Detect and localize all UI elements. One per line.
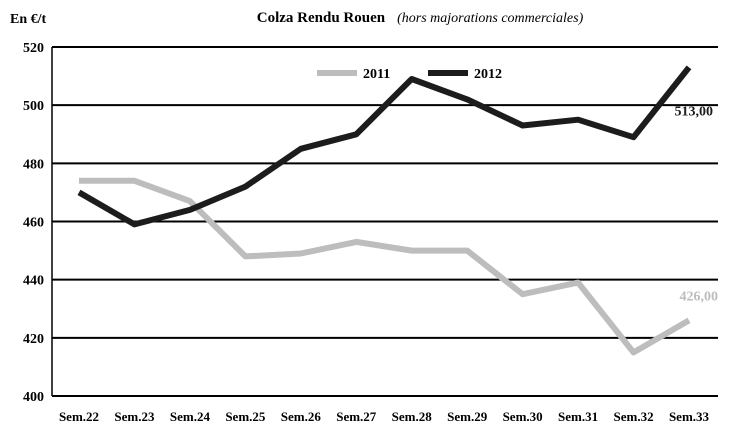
x-tick-label: Sem.27 <box>336 409 377 424</box>
y-tick-label: 440 <box>23 274 44 289</box>
chart-title: Colza Rendu Rouen (hors majorations comm… <box>257 9 584 26</box>
x-tick-label: Sem.23 <box>114 409 155 424</box>
x-tick-label: Sem.25 <box>225 409 266 424</box>
x-tick-label: Sem.33 <box>669 409 710 424</box>
chart-title-main: Colza Rendu Rouen <box>257 10 386 26</box>
y-tick-label: 500 <box>23 99 44 114</box>
y-tick-label: 520 <box>23 41 44 56</box>
x-tick-label: Sem.22 <box>59 409 99 424</box>
series-lines <box>77 65 692 356</box>
x-axis-ticks: Sem.22 Sem.23 Sem.24 Sem.25 Sem.26 Sem.27 Sem.… <box>59 409 710 424</box>
chart-subtitle: (hors majorations commerciales) <box>397 11 583 26</box>
legend-label-2011: 2011 <box>363 67 390 82</box>
x-tick-label: Sem.29 <box>447 409 488 424</box>
legend-label-2012: 2012 <box>474 67 502 82</box>
end-value-label-2011: 426,00 <box>680 289 719 304</box>
x-tick-label: Sem.30 <box>503 409 543 424</box>
x-tick-label: Sem.24 <box>170 409 211 424</box>
end-value-label-2012: 513,00 <box>675 104 714 119</box>
y-tick-label: 400 <box>23 390 44 405</box>
series-line-2012 <box>77 65 692 228</box>
y-tick-label: 460 <box>23 216 44 231</box>
unit-label: En €/t <box>10 12 47 27</box>
x-tick-label: Sem.28 <box>392 409 433 424</box>
y-tick-label: 420 <box>23 332 44 347</box>
series-line-2011 <box>79 177 691 356</box>
x-tick-label: Sem.32 <box>613 409 653 424</box>
x-tick-label: Sem.31 <box>558 409 598 424</box>
legend: 2011 2012 <box>317 67 502 82</box>
y-tick-label: 480 <box>23 157 44 172</box>
annotations: 513,00 426,00 <box>675 104 719 304</box>
x-tick-label: Sem.26 <box>281 409 322 424</box>
y-axis-ticks: 400 420 440 460 480 500 520 <box>23 41 44 405</box>
